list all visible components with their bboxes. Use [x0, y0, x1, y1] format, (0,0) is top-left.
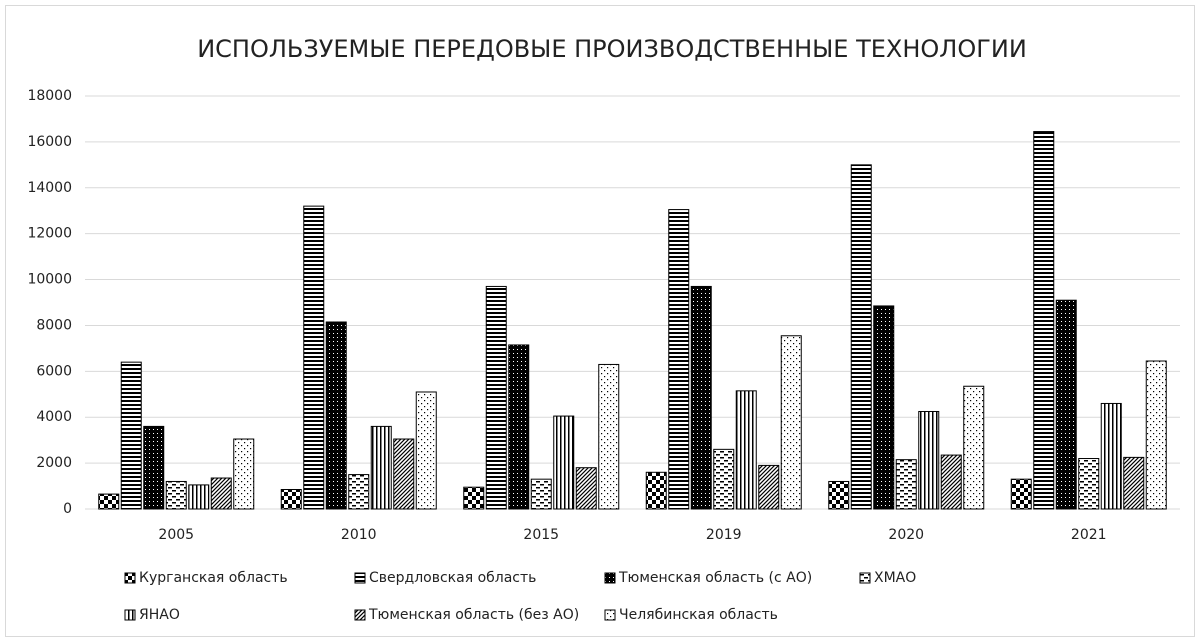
bar	[1100, 402, 1122, 510]
bar	[668, 209, 690, 510]
bar	[690, 285, 712, 510]
bar	[508, 344, 530, 510]
legend-swatch	[124, 572, 136, 584]
bar	[233, 438, 255, 510]
y-tick-label: 16000	[27, 134, 72, 150]
bar	[895, 459, 917, 510]
bar	[713, 448, 735, 510]
bar	[918, 410, 940, 510]
x-tick-label: 2021	[1071, 527, 1107, 543]
bar	[1145, 360, 1167, 510]
y-tick-label: 8000	[36, 317, 72, 333]
bar	[530, 478, 552, 510]
legend-swatch	[604, 609, 616, 621]
bar	[393, 438, 415, 510]
legend-label: Тюменская область (с АО)	[618, 570, 812, 586]
y-tick-label: 4000	[36, 409, 72, 425]
x-tick-label: 2020	[888, 527, 924, 543]
bar	[1123, 456, 1145, 510]
y-tick-label: 0	[63, 501, 72, 517]
bar	[850, 164, 872, 510]
bar	[963, 385, 985, 510]
bar	[553, 415, 575, 510]
y-tick-label: 18000	[27, 88, 72, 104]
y-tick-label: 2000	[36, 455, 72, 471]
bar	[598, 363, 620, 510]
bar	[1010, 478, 1032, 510]
bar	[758, 464, 780, 510]
legend-swatch	[124, 609, 136, 621]
legend-label: ЯНАО	[139, 607, 180, 623]
bar	[370, 425, 392, 510]
bar	[210, 477, 232, 510]
bar	[645, 471, 667, 510]
bar	[463, 486, 485, 510]
bar	[415, 391, 437, 510]
legend-label: ХМАО	[874, 570, 916, 586]
bar	[780, 335, 802, 510]
legend-label: Курганская область	[139, 570, 288, 586]
bar	[735, 390, 757, 510]
bar	[120, 361, 142, 510]
y-tick-label: 6000	[36, 363, 72, 379]
x-tick-label: 2010	[341, 527, 377, 543]
bar	[188, 484, 210, 510]
y-tick-label: 10000	[27, 272, 72, 288]
legend-label: Тюменская область (без АО)	[368, 607, 579, 623]
x-tick-label: 2019	[706, 527, 742, 543]
bar	[940, 454, 962, 510]
bar	[575, 467, 597, 510]
bar	[165, 480, 187, 510]
legend-label: Челябинская область	[619, 607, 778, 623]
bar	[1055, 299, 1077, 510]
bar	[280, 488, 302, 510]
chart-title: ИСПОЛЬЗУЕМЫЕ ПЕРЕДОВЫЕ ПРОИЗВОДСТВЕННЫЕ …	[197, 35, 1027, 63]
legend-swatch	[859, 572, 871, 584]
bar	[485, 285, 507, 510]
bar	[1078, 458, 1100, 510]
bar	[873, 305, 895, 510]
bar	[828, 480, 850, 510]
legend-swatch	[354, 572, 366, 584]
bar	[98, 493, 120, 510]
bar	[348, 474, 370, 510]
y-tick-label: 12000	[27, 226, 72, 242]
bar	[1033, 131, 1055, 510]
x-tick-label: 2005	[158, 527, 194, 543]
bar	[143, 425, 165, 510]
bar	[303, 205, 325, 510]
legend-label: Свердловская область	[369, 570, 536, 586]
x-tick-label: 2015	[523, 527, 559, 543]
legend-swatch	[604, 572, 616, 584]
legend-swatch	[354, 609, 366, 621]
y-tick-label: 14000	[27, 180, 72, 196]
chart-border	[5, 5, 1195, 637]
bar	[325, 321, 347, 510]
